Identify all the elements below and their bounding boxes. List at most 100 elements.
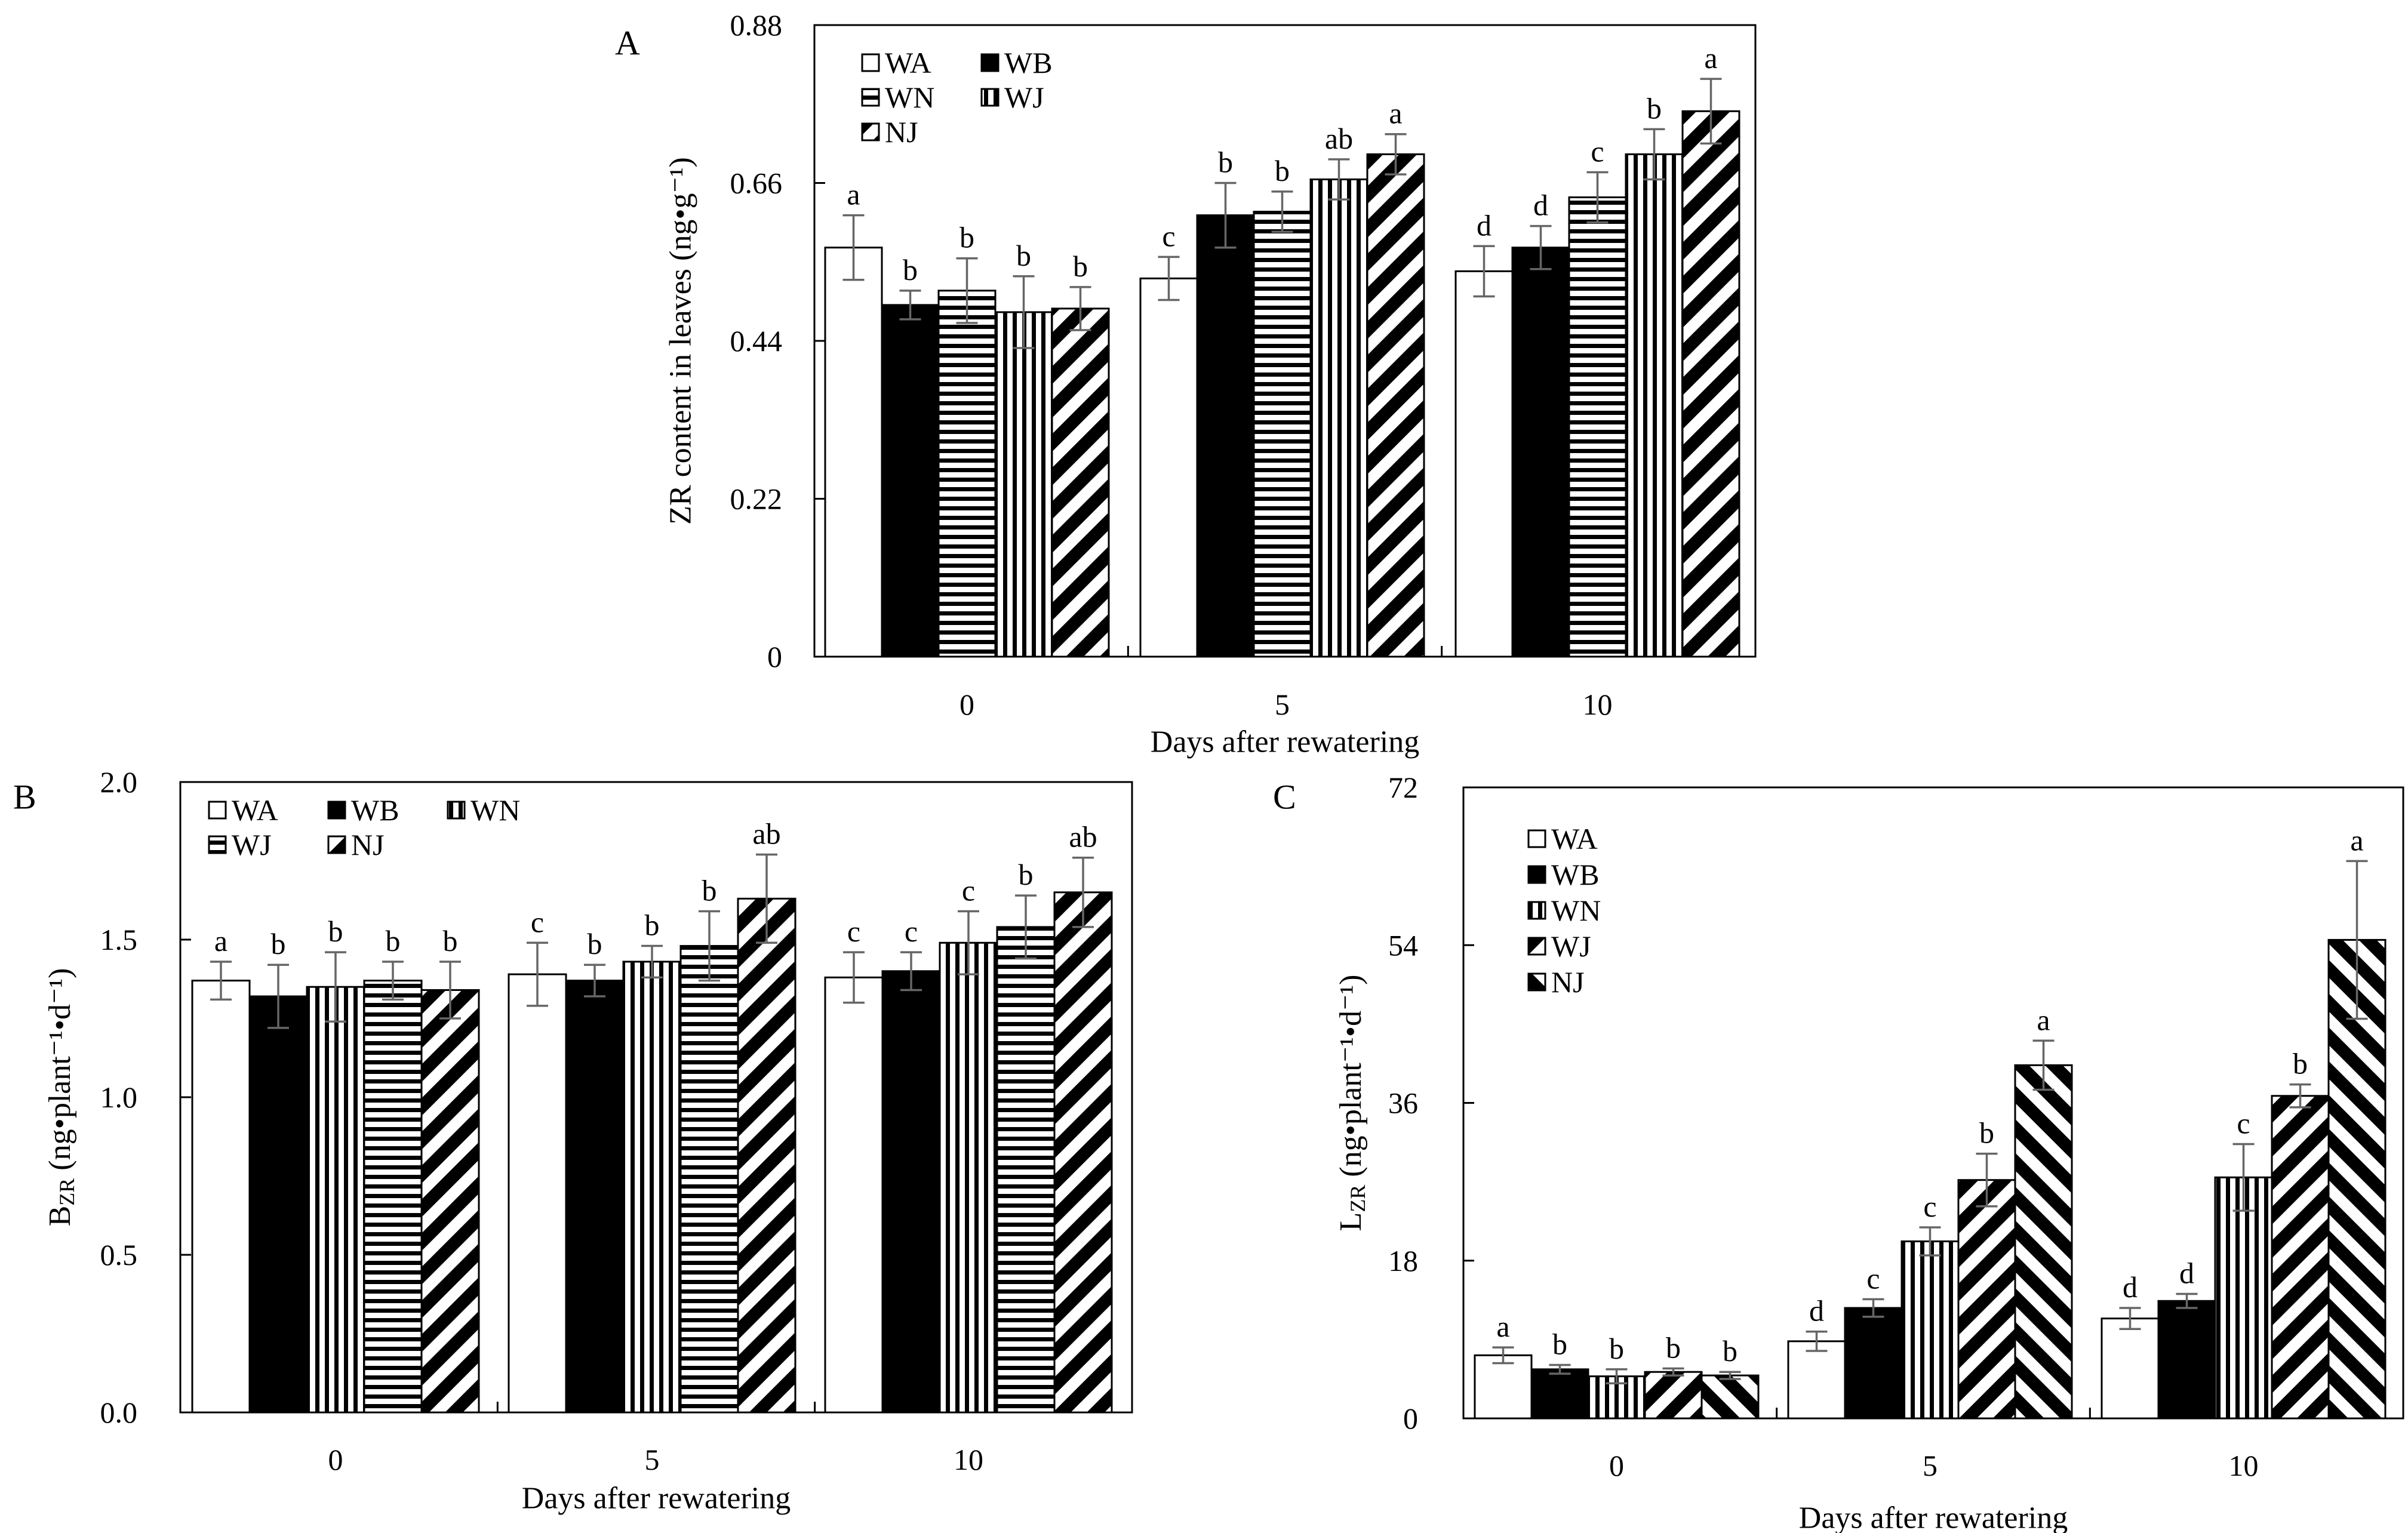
bar <box>2014 1064 2073 1420</box>
bar <box>1844 1307 1903 1420</box>
legend-label: WB <box>351 793 399 827</box>
significance-letter: c <box>2237 1106 2250 1140</box>
bar <box>1139 277 1198 658</box>
bar <box>2157 1300 2216 1420</box>
bar <box>1957 1179 2016 1420</box>
significance-letter: b <box>1019 858 1034 891</box>
bar <box>1530 1368 1589 1420</box>
bar <box>1900 1240 1960 1420</box>
bar <box>939 941 998 1414</box>
legend-label: WA <box>232 793 278 827</box>
panel-b-chart: Ba c c b b c b b c b b b b ab ab 0.0 0.5 1.0 1.5 2.0 0 5 10 Day… <box>13 765 1133 1516</box>
bar <box>996 926 1056 1414</box>
legend-label: WJ <box>1004 81 1044 114</box>
bar <box>508 973 567 1414</box>
legend-label: WA <box>885 46 931 79</box>
y-tick-label: 54 <box>1388 928 1418 962</box>
legend-swatch <box>1527 865 1546 884</box>
legend-swatch <box>1527 972 1546 992</box>
y-tick-label: 0.44 <box>730 324 783 358</box>
legend-label: WN <box>885 81 934 114</box>
significance-letter: d <box>1477 208 1491 242</box>
significance-letter: a <box>1389 97 1402 130</box>
bar <box>2214 1176 2273 1420</box>
significance-letter: a <box>847 178 860 211</box>
panel-c-chart: Ca d d b c d b c c b b b b a a 0 18 36 54 72 0 5 10 Days after … <box>1273 771 2404 1533</box>
y-tick-label: 0 <box>767 640 782 673</box>
y-axis-label: BZR (ng•plant⁻¹•d⁻¹) <box>43 968 79 1227</box>
significance-letter: d <box>2123 1270 2138 1304</box>
significance-letter: ab <box>752 817 780 850</box>
bar <box>191 980 251 1414</box>
y-axis-label: LZR (ng•plant⁻¹•d⁻¹) <box>1334 975 1370 1232</box>
legend: WA WB WN WJ NJ <box>208 793 520 861</box>
significance-letter: b <box>1218 146 1233 179</box>
legend-label: WJ <box>1551 929 1591 963</box>
bar <box>1511 247 1570 658</box>
bar <box>1309 178 1368 658</box>
bar <box>565 980 625 1414</box>
y-tick-label: 2.0 <box>100 765 138 799</box>
y-tick-label: 1.0 <box>100 1081 138 1114</box>
legend-label: WB <box>1004 46 1053 79</box>
legend-swatch <box>1527 901 1546 920</box>
y-tick-label: 0.88 <box>730 8 783 42</box>
significance-letter: c <box>1923 1190 1936 1223</box>
legend-label: WN <box>1551 894 1601 927</box>
legend-swatch <box>980 88 1000 107</box>
bar <box>1366 153 1425 658</box>
significance-letter: a <box>2350 823 2363 857</box>
bar <box>1051 307 1110 658</box>
bar <box>824 247 883 658</box>
bar <box>881 304 940 658</box>
significance-letter: c <box>847 915 860 948</box>
significance-letter: b <box>645 909 660 942</box>
bar <box>1700 1374 1760 1420</box>
bar <box>420 989 480 1414</box>
legend-label: WB <box>1551 858 1600 891</box>
bar <box>1568 196 1627 658</box>
y-tick-label: 0.5 <box>100 1238 138 1272</box>
significance-letter: ab <box>1069 820 1097 854</box>
x-tick-label: 0 <box>959 688 974 721</box>
legend-label: NJ <box>351 828 385 861</box>
significance-letter: b <box>1609 1332 1624 1365</box>
significance-letter: b <box>1979 1116 1994 1150</box>
bar <box>248 995 308 1414</box>
significance-letter: d <box>1809 1294 1824 1328</box>
legend-swatch <box>980 53 1000 72</box>
legend-swatch <box>208 801 227 820</box>
legend-swatch <box>447 801 466 820</box>
legend-label: NJ <box>885 115 918 149</box>
significance-letter: a <box>214 924 227 958</box>
significance-letter: b <box>1723 1334 1737 1368</box>
legend-swatch <box>1527 829 1546 848</box>
legend-swatch <box>208 835 227 854</box>
legend-swatch <box>1527 937 1546 956</box>
bar <box>994 311 1053 658</box>
significance-letter: b <box>959 221 974 254</box>
bar <box>2101 1317 2160 1420</box>
x-tick-label: 5 <box>645 1443 660 1476</box>
legend-label: WA <box>1551 822 1598 855</box>
significance-letter: b <box>702 873 717 907</box>
significance-letter: a <box>2037 1003 2050 1036</box>
panel-label: B <box>13 778 36 817</box>
bar <box>679 945 739 1414</box>
legend: WA WB WN WJ NJ <box>861 46 1053 149</box>
y-tick-label: 0.22 <box>730 482 783 516</box>
significance-letter: c <box>905 915 918 948</box>
y-tick-label: 0 <box>1403 1402 1418 1435</box>
y-axis-label: ZR content in leaves (ng•g⁻¹) <box>664 157 698 525</box>
bar <box>306 986 365 1414</box>
significance-letter: b <box>443 924 458 958</box>
y-tick-label: 36 <box>1388 1086 1418 1120</box>
legend-label: NJ <box>1551 965 1585 999</box>
bar <box>2271 1095 2330 1420</box>
x-tick-label: 10 <box>954 1443 983 1476</box>
significance-letter: c <box>1866 1261 1880 1295</box>
legend-swatch <box>327 835 346 854</box>
significance-letter: d <box>2179 1257 2194 1290</box>
bar <box>937 290 997 658</box>
